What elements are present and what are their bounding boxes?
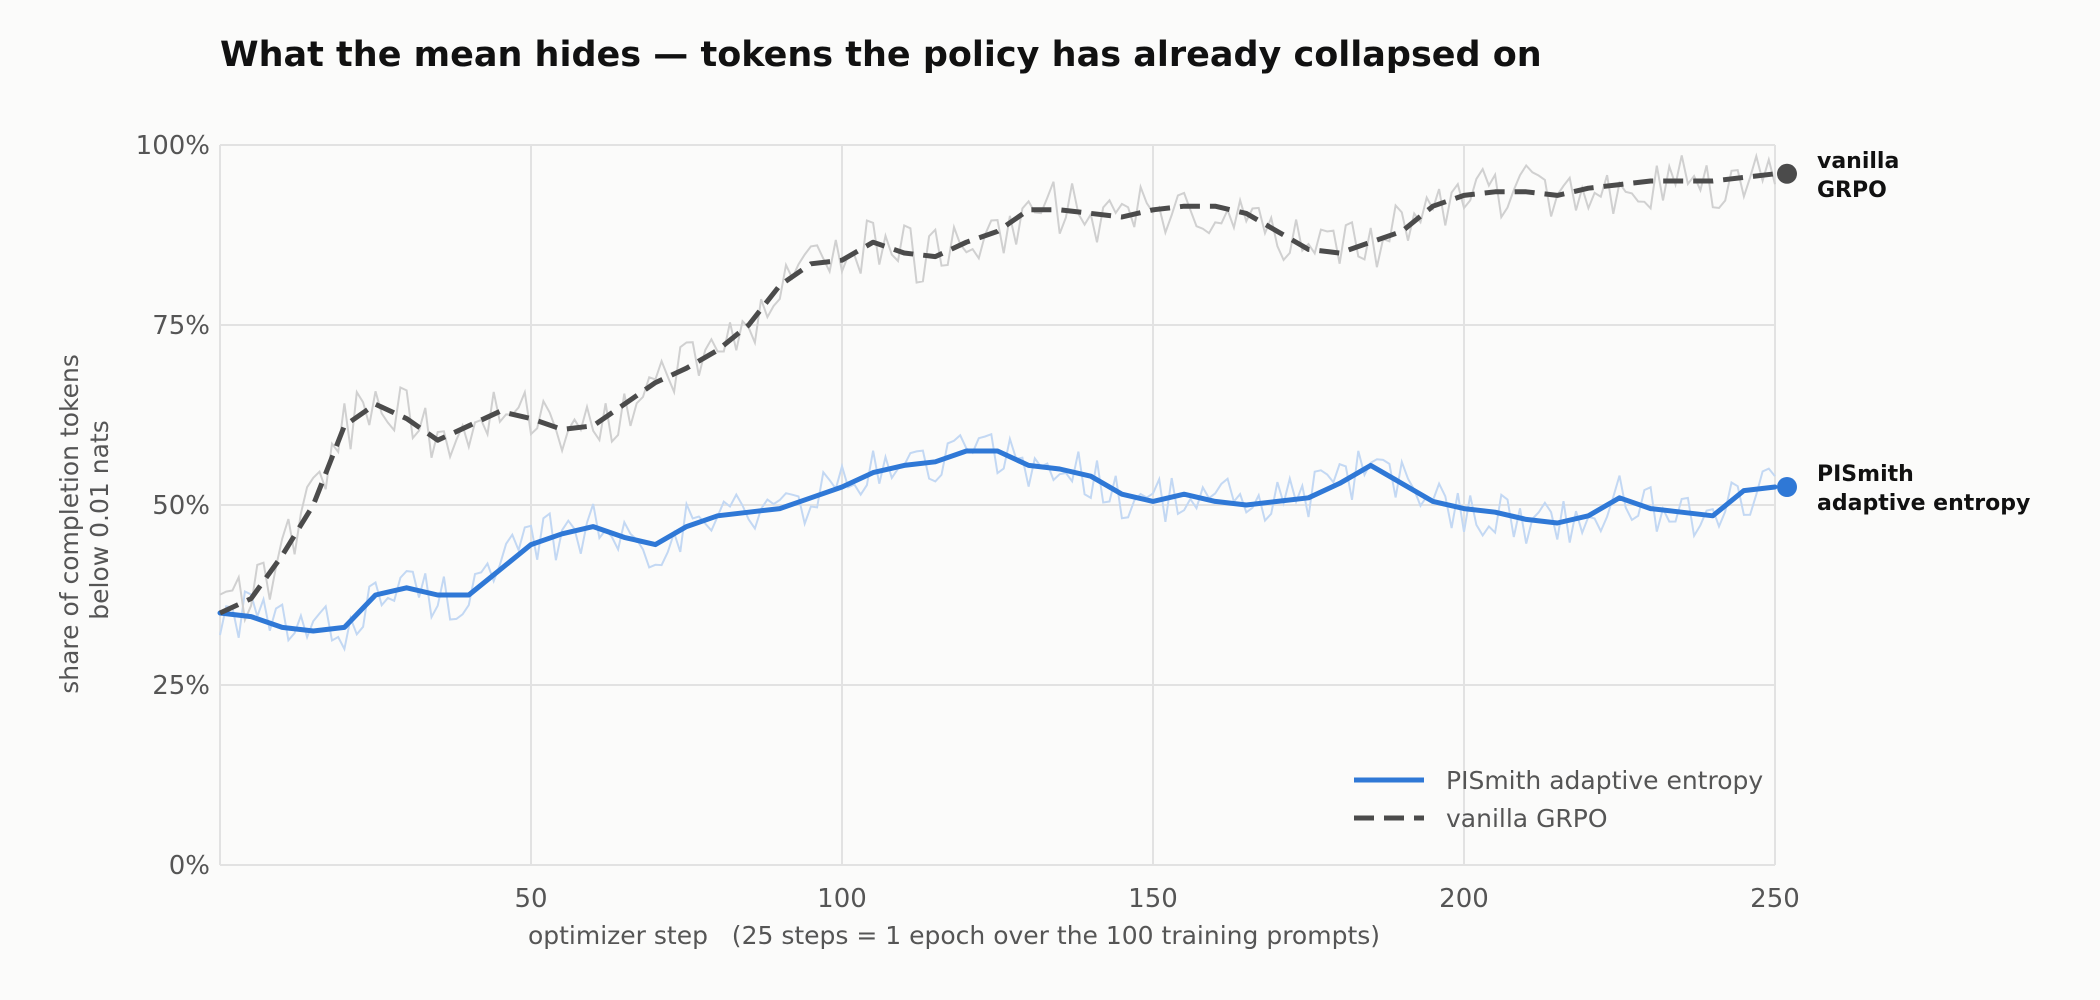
end-label-pismith-line-2: adaptive entropy xyxy=(1817,491,2030,516)
y-tick-label-100: 100% xyxy=(136,131,210,161)
raw-line-pismith xyxy=(219,432,1776,652)
end-marker-vanilla-grpo xyxy=(1777,163,1797,184)
y-axis-label: share of completion tokens below 0.01 na… xyxy=(55,346,114,694)
y-tick-label-25: 25% xyxy=(152,671,210,701)
y-tick-label-0: 0% xyxy=(169,851,210,881)
legend-label-vanilla-grpo: vanilla GRPO xyxy=(1446,804,1608,833)
series-line-pismith xyxy=(217,448,1778,634)
end-marker-pismith xyxy=(1777,477,1797,497)
legend-label-pismith: PISmith adaptive entropy xyxy=(1446,766,1763,795)
x-tick-label-200: 200 xyxy=(1439,884,1489,914)
x-axis-label: optimizer step (25 steps = 1 epoch over … xyxy=(528,921,1380,950)
end-label-pismith: PISmith adaptive entropy xyxy=(1817,462,2030,516)
end-label-vanilla-grpo-line-2: GRPO xyxy=(1817,178,1887,203)
end-label-vanilla-grpo: vanilla GRPO xyxy=(1817,149,1899,203)
legend: PISmith adaptive entropy vanilla GRPO xyxy=(1354,766,1763,833)
raw-series-layer xyxy=(219,152,1776,652)
y-tick-label-50: 50% xyxy=(152,491,210,521)
smoothed-series-layer xyxy=(217,171,1778,634)
raw-line-vanilla-grpo xyxy=(219,152,1776,624)
y-axis-label-line-1: share of completion tokens xyxy=(55,354,84,694)
y-tick-label-75: 75% xyxy=(152,311,210,341)
series-line-vanilla-grpo xyxy=(218,171,1776,616)
x-tick-labels: 50 100 150 200 250 xyxy=(514,884,1799,914)
x-tick-label-50: 50 xyxy=(514,884,547,914)
end-markers: PISmith adaptive entropy vanilla GRPO xyxy=(1777,149,2030,516)
chart-title: What the mean hides — tokens the policy … xyxy=(220,35,1542,75)
y-axis-label-line-2: below 0.01 nats xyxy=(85,420,114,620)
x-tick-label-100: 100 xyxy=(817,884,867,914)
y-tick-labels: 0% 25% 50% 75% 100% xyxy=(136,131,210,881)
gridlines xyxy=(219,144,1776,866)
end-label-pismith-line-1: PISmith xyxy=(1817,462,1914,487)
x-tick-label-150: 150 xyxy=(1128,884,1178,914)
x-tick-label-250: 250 xyxy=(1750,884,1800,914)
end-label-vanilla-grpo-line-1: vanilla xyxy=(1817,149,1899,174)
